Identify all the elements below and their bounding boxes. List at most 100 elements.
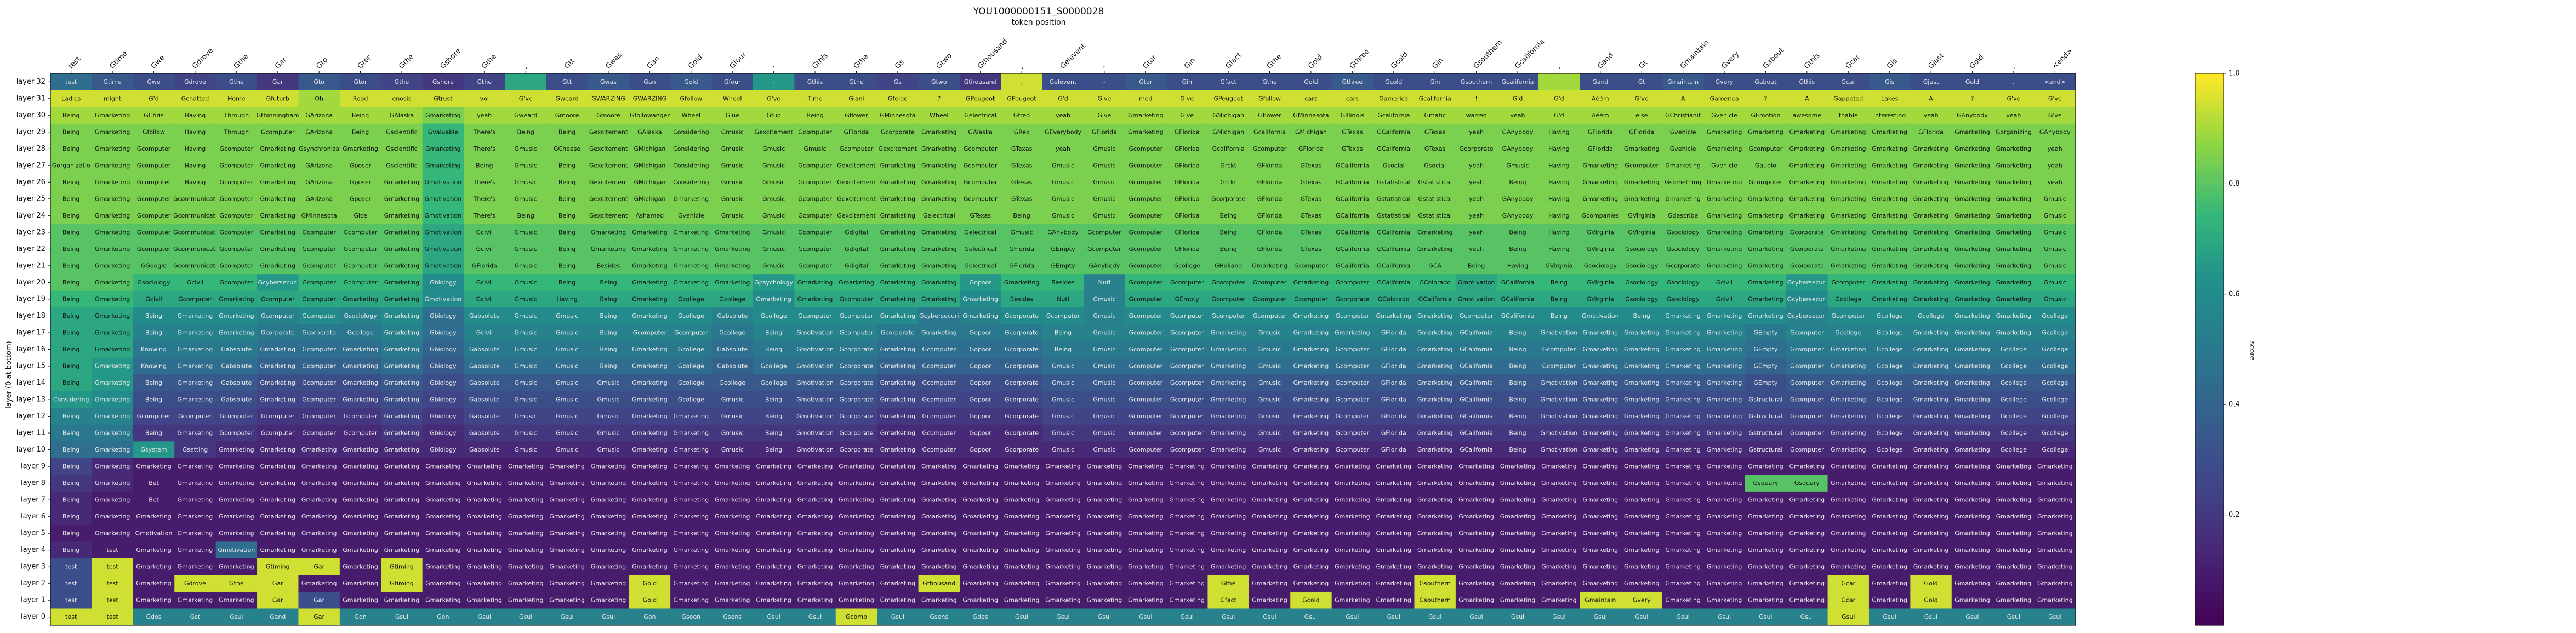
cell-label: Gmusic	[556, 430, 578, 437]
cell-label: Gmarketing	[1831, 396, 1866, 403]
heatmap-cell	[1993, 123, 2035, 141]
cell-label: Gmarketing	[1954, 446, 1990, 453]
cell-label: Gcollege	[2001, 396, 2027, 403]
cell-label: G've	[1635, 95, 1649, 102]
heatmap-cell	[298, 123, 340, 141]
heatmap-cell	[629, 157, 671, 174]
cell-label: Gmarketing	[1087, 597, 1122, 604]
cell-label: Gbiology	[430, 446, 457, 453]
colorbar-segment	[2195, 117, 2224, 124]
colorbar-segment	[2195, 476, 2224, 482]
cell-label: Being	[1509, 346, 1526, 353]
cell-label: Gmarketing	[1045, 563, 1081, 571]
cell-label: Gmarketing	[384, 513, 420, 520]
cell-label: Gcollege	[678, 379, 704, 386]
cell-label: Gcomputer	[261, 128, 295, 135]
cell-label: Gold	[643, 580, 657, 587]
cell-label: Gmarketing	[1665, 480, 1701, 487]
heatmap-cell	[1290, 207, 1332, 225]
cell-label: Gmarketing	[1087, 480, 1122, 487]
cell-label: Gsul	[1965, 613, 1979, 620]
cell-label: Gmarketing	[1748, 195, 1783, 202]
heatmap-cell	[2034, 123, 2076, 141]
cell-label: Gmarketing	[632, 312, 668, 320]
cell-label: Gmarketing	[1293, 463, 1329, 470]
heatmap-cell	[298, 73, 340, 91]
cell-label: Gmarketing	[1211, 430, 1246, 437]
cell-label: Gmarketing	[219, 463, 254, 470]
cell-label: Gmusic	[1093, 179, 1115, 186]
x-tick-label: Gtwo	[934, 52, 954, 71]
cell-label: Being	[600, 329, 617, 336]
heatmap-cell	[1001, 123, 1043, 141]
cell-label: Being	[62, 379, 79, 386]
cell-label: Gtiming	[266, 563, 290, 571]
heatmap-cell	[505, 140, 547, 158]
heatmap-cell	[1621, 90, 1663, 107]
heatmap-cell	[1662, 174, 1704, 191]
y-tick-label: layer 10	[16, 446, 45, 454]
cell-label: Gmusic	[597, 396, 619, 403]
cell-label: Gmarketing	[1087, 580, 1122, 587]
heatmap-cell	[1621, 107, 1663, 124]
heatmap-cell	[670, 73, 713, 91]
cell-label: Gmarketing	[591, 597, 626, 604]
cell-label: Gmarketing	[178, 396, 213, 403]
cell-label: Gmarketing	[178, 363, 213, 370]
cell-label: Considering	[673, 128, 709, 135]
cell-label: Gappeted	[1833, 95, 1863, 102]
cell-label: Gmarketing	[1624, 513, 1660, 520]
heatmap-cell	[1373, 140, 1415, 158]
colorbar-segment	[2195, 145, 2224, 151]
colorbar-segment	[2195, 421, 2224, 427]
colorbar-segment	[2195, 454, 2224, 460]
cell-label: Gcollege	[1877, 363, 1903, 370]
cell-label: Gmarketing	[1707, 229, 1742, 236]
cell-label: Gmarketing	[95, 229, 130, 236]
cell-label: Gmarketing	[549, 597, 585, 604]
cell-label: Gmarketing	[715, 563, 750, 571]
cell-label: Gcollege	[2001, 363, 2027, 370]
cell-label: Gmarketing	[384, 413, 420, 420]
cell-label: Gsul	[1263, 613, 1276, 620]
heatmap-cell	[1786, 73, 1828, 91]
cell-label: Gcollege	[2001, 430, 2027, 437]
cell-label: Gmarketing	[1954, 513, 1990, 520]
cell-label: Gmarketing	[425, 597, 461, 604]
cell-label: Gmarketing	[549, 563, 585, 571]
cell-label: Gmarketing	[1335, 480, 1370, 487]
cell-label: Gcomputer	[1336, 446, 1370, 453]
cell-label: Gcomputer	[1170, 379, 1204, 386]
cell-label: A	[1929, 95, 1933, 102]
heatmap-cell	[298, 207, 340, 225]
heatmap-cell	[1249, 73, 1291, 91]
heatmap-cell	[1125, 174, 1167, 191]
cell-label: Gcomputer	[1129, 179, 1163, 186]
heatmap-cell	[92, 140, 134, 158]
cell-label: Gmarketing	[1748, 246, 1783, 253]
cell-label: Gmarketing	[260, 497, 295, 504]
cell-label: Gmarketing	[1831, 563, 1866, 571]
cell-label: Gmarketing	[1831, 363, 1866, 370]
cell-label: Gsens	[930, 613, 948, 620]
cell-label: Gcomputer	[1336, 279, 1370, 286]
cell-label: Gmarketing	[1954, 179, 1990, 186]
cell-label: Gmarketing	[508, 463, 544, 470]
cell-label: Gmusic	[721, 179, 744, 186]
cell-label: Gmarketing	[136, 563, 172, 571]
cell-label: Gtwo	[931, 78, 947, 85]
cell-label: Gmarketing	[1954, 145, 1990, 152]
cell-label: Gmarketing	[1211, 446, 1246, 453]
cell-label: Gmarketing	[95, 430, 130, 437]
cell-label: Gmarketing	[1169, 546, 1205, 554]
cell-label: Gcomputer	[798, 179, 832, 186]
cell-label: Gmarketing	[95, 446, 130, 453]
cell-label: Gmusic	[515, 179, 537, 186]
cell-label: Gmarketing	[880, 580, 916, 587]
cell-label: yeah	[1510, 112, 1525, 119]
cell-label: G've	[2007, 95, 2020, 102]
heatmap-cell	[1580, 190, 1622, 208]
cell-label: Gmarketing	[1831, 246, 1866, 253]
cell-label: Gmarketing	[1045, 513, 1081, 520]
cell-label: Gmarketing	[880, 446, 916, 453]
